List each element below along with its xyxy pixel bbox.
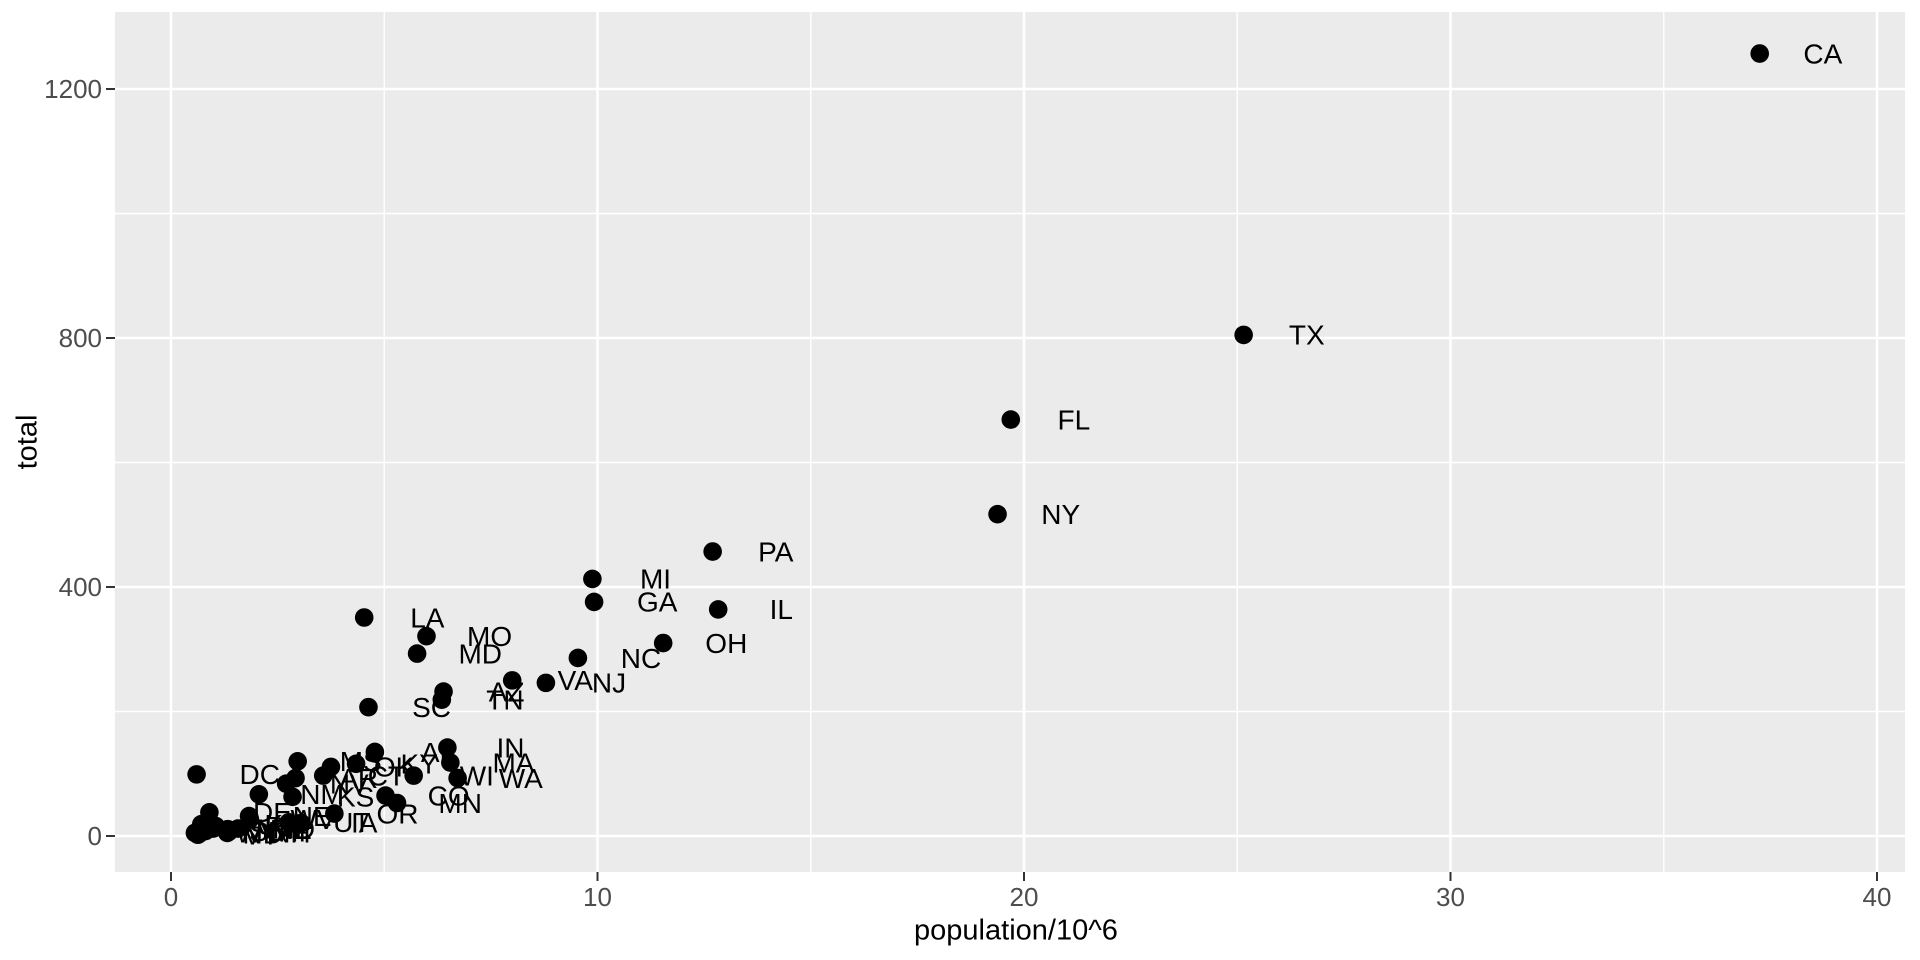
y-tick-label: 1200 [44, 74, 102, 104]
data-point [417, 626, 436, 646]
data-point [432, 690, 452, 709]
state-label: OR [376, 798, 418, 829]
y-tick-label: 400 [59, 572, 102, 602]
state-label: AK [246, 809, 284, 840]
data-point [1001, 410, 1021, 429]
data-point [568, 648, 588, 668]
state-label: AR [339, 763, 378, 794]
data-point [185, 823, 205, 843]
y-axis-title: total [11, 414, 44, 470]
state-label: NH [270, 818, 310, 849]
state-label: DC [239, 759, 279, 790]
data-point [407, 644, 427, 663]
x-tick-label: 20 [1010, 882, 1039, 912]
state-label: OK [374, 752, 415, 783]
state-label: PA [758, 536, 794, 567]
state-label: TX [1289, 320, 1325, 351]
state-label: MS [340, 746, 382, 777]
state-label: WV [290, 804, 335, 835]
state-label: MI [640, 564, 671, 595]
state-label: IL [770, 594, 793, 625]
state-label: DE [253, 797, 292, 828]
state-label: NM [300, 779, 344, 810]
state-label: CT [368, 760, 405, 791]
state-label: KY [401, 749, 439, 780]
state-label: IN [496, 732, 524, 763]
state-label: WI [460, 760, 494, 791]
state-label: MO [467, 621, 512, 652]
state-label: ID [287, 813, 315, 844]
x-tick-label: 40 [1863, 882, 1892, 912]
y-tick-label: 800 [59, 323, 102, 353]
data-point [441, 753, 460, 772]
data-point [346, 754, 366, 774]
state-label: VA [558, 665, 594, 696]
data-point [359, 697, 378, 717]
data-point [703, 542, 722, 561]
data-point [187, 765, 206, 784]
x-axis-title: population/10^6 [914, 914, 1118, 947]
data-point [404, 766, 423, 785]
state-label: UT [333, 807, 370, 838]
data-point [584, 592, 604, 612]
state-label: NC [621, 643, 661, 674]
data-point [288, 752, 307, 771]
x-tick-label: 0 [164, 882, 178, 912]
y-tick-label: 0 [88, 821, 102, 851]
state-label: NJ [592, 668, 626, 699]
data-point [325, 804, 344, 823]
state-label: TN [486, 684, 523, 715]
state-label: NY [1041, 499, 1080, 530]
data-point [354, 608, 374, 627]
state-label: SC [412, 692, 451, 723]
state-label: MA [492, 747, 534, 778]
state-label: WA [499, 763, 543, 794]
state-label: CO [428, 780, 470, 811]
state-label: MD [458, 638, 502, 669]
state-label: OH [705, 628, 747, 659]
data-point [448, 768, 467, 788]
state-label: MN [438, 788, 482, 819]
plot-panel [115, 12, 1905, 872]
state-label: FL [1058, 404, 1091, 435]
data-point [1750, 44, 1770, 63]
state-label: SD [249, 816, 288, 847]
state-label: ME [270, 814, 312, 845]
data-point [583, 569, 602, 589]
state-label: NE [293, 801, 332, 832]
data-point [1234, 325, 1253, 345]
data-point [438, 738, 457, 757]
data-point [708, 600, 728, 619]
data-point [653, 633, 673, 653]
state-label: IA [351, 808, 378, 839]
data-point [536, 673, 556, 693]
state-label: GA [637, 587, 678, 618]
data-point [988, 504, 1007, 524]
x-tick-label: 10 [583, 882, 612, 912]
data-point [240, 809, 260, 829]
x-tick-label: 30 [1436, 882, 1465, 912]
state-label: MT [256, 813, 296, 844]
state-label: RI [265, 811, 293, 842]
state-label: AZ [489, 676, 525, 707]
data-point [365, 742, 385, 762]
state-label: NV [330, 769, 369, 800]
state-label: CA [1803, 38, 1842, 69]
state-label: AL [421, 737, 455, 768]
data-point [279, 813, 299, 832]
data-point [321, 757, 341, 777]
state-label: VT [243, 820, 279, 851]
data-point [502, 671, 522, 690]
data-point [276, 774, 296, 794]
state-label: HI [278, 816, 306, 847]
state-label: WY [235, 818, 280, 849]
state-label: ND [242, 818, 282, 849]
state-label: KS [337, 782, 374, 813]
data-point [387, 793, 407, 813]
state-label: LA [410, 602, 445, 633]
data-point [249, 784, 269, 804]
